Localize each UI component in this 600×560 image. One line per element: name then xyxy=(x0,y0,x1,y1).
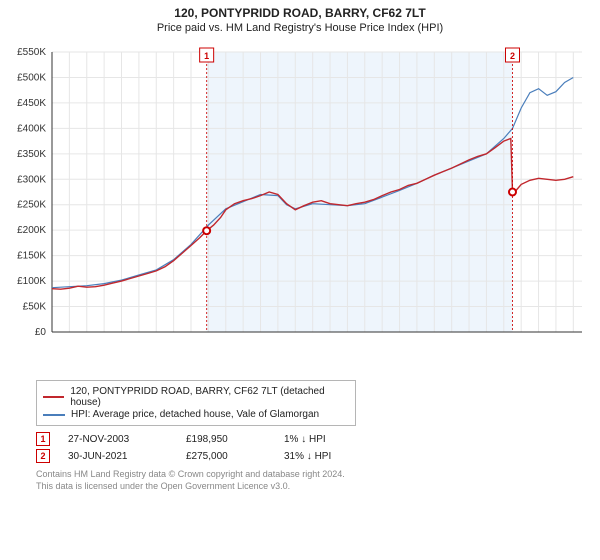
svg-text:1: 1 xyxy=(204,51,209,61)
chart-titles: 120, PONTYPRIDD ROAD, BARRY, CF62 7LT Pr… xyxy=(0,0,600,36)
svg-text:£550K: £550K xyxy=(17,47,46,58)
title-main: 120, PONTYPRIDD ROAD, BARRY, CF62 7LT xyxy=(10,6,590,20)
legend-label: 120, PONTYPRIDD ROAD, BARRY, CF62 7LT (d… xyxy=(70,386,349,408)
svg-text:£400K: £400K xyxy=(17,123,46,134)
sale-price: £275,000 xyxy=(186,451,266,462)
legend: 120, PONTYPRIDD ROAD, BARRY, CF62 7LT (d… xyxy=(36,380,356,426)
line-chart: £0 £50K £100K £150K £200K £250K £300K £350K £400… xyxy=(10,42,590,372)
sale-marker: 1 xyxy=(36,432,50,446)
footer-line-1: Contains HM Land Registry data © Crown c… xyxy=(36,469,590,481)
title-sub: Price paid vs. HM Land Registry's House … xyxy=(10,22,590,34)
svg-text:£300K: £300K xyxy=(17,174,46,185)
legend-label: HPI: Average price, detached house, Vale… xyxy=(71,409,319,420)
svg-text:£100K: £100K xyxy=(17,276,46,287)
svg-text:£250K: £250K xyxy=(17,200,46,211)
svg-text:£0: £0 xyxy=(35,327,47,338)
sale-price: £198,950 xyxy=(186,434,266,445)
sales-table: 1 27-NOV-2003 £198,950 1% ↓ HPI 2 30-JUN-2021… xyxy=(36,432,590,463)
svg-text:£350K: £350K xyxy=(17,149,46,160)
svg-text:2: 2 xyxy=(510,51,515,61)
sale-row: 1 27-NOV-2003 £198,950 1% ↓ HPI xyxy=(36,432,590,446)
sale-row: 2 30-JUN-2021 £275,000 31% ↓ HPI xyxy=(36,449,590,463)
sale-delta: 1% ↓ HPI xyxy=(284,434,364,445)
sale-date: 27-NOV-2003 xyxy=(68,434,168,445)
legend-row: 120, PONTYPRIDD ROAD, BARRY, CF62 7LT (d… xyxy=(43,386,349,408)
svg-text:£450K: £450K xyxy=(17,98,46,109)
sale-delta: 31% ↓ HPI xyxy=(284,451,364,462)
svg-text:£500K: £500K xyxy=(17,72,46,83)
svg-text:£50K: £50K xyxy=(23,302,47,313)
legend-swatch xyxy=(43,414,65,416)
legend-row: HPI: Average price, detached house, Vale… xyxy=(43,409,349,420)
chart-container: £0 £50K £100K £150K £200K £250K £300K £350K £400… xyxy=(10,42,590,372)
legend-swatch xyxy=(43,396,64,398)
sale-marker: 2 xyxy=(36,449,50,463)
svg-text:£200K: £200K xyxy=(17,225,46,236)
footer: Contains HM Land Registry data © Crown c… xyxy=(36,469,590,492)
svg-text:£150K: £150K xyxy=(17,251,46,262)
sale-date: 30-JUN-2021 xyxy=(68,451,168,462)
footer-line-2: This data is licensed under the Open Gov… xyxy=(36,481,590,493)
